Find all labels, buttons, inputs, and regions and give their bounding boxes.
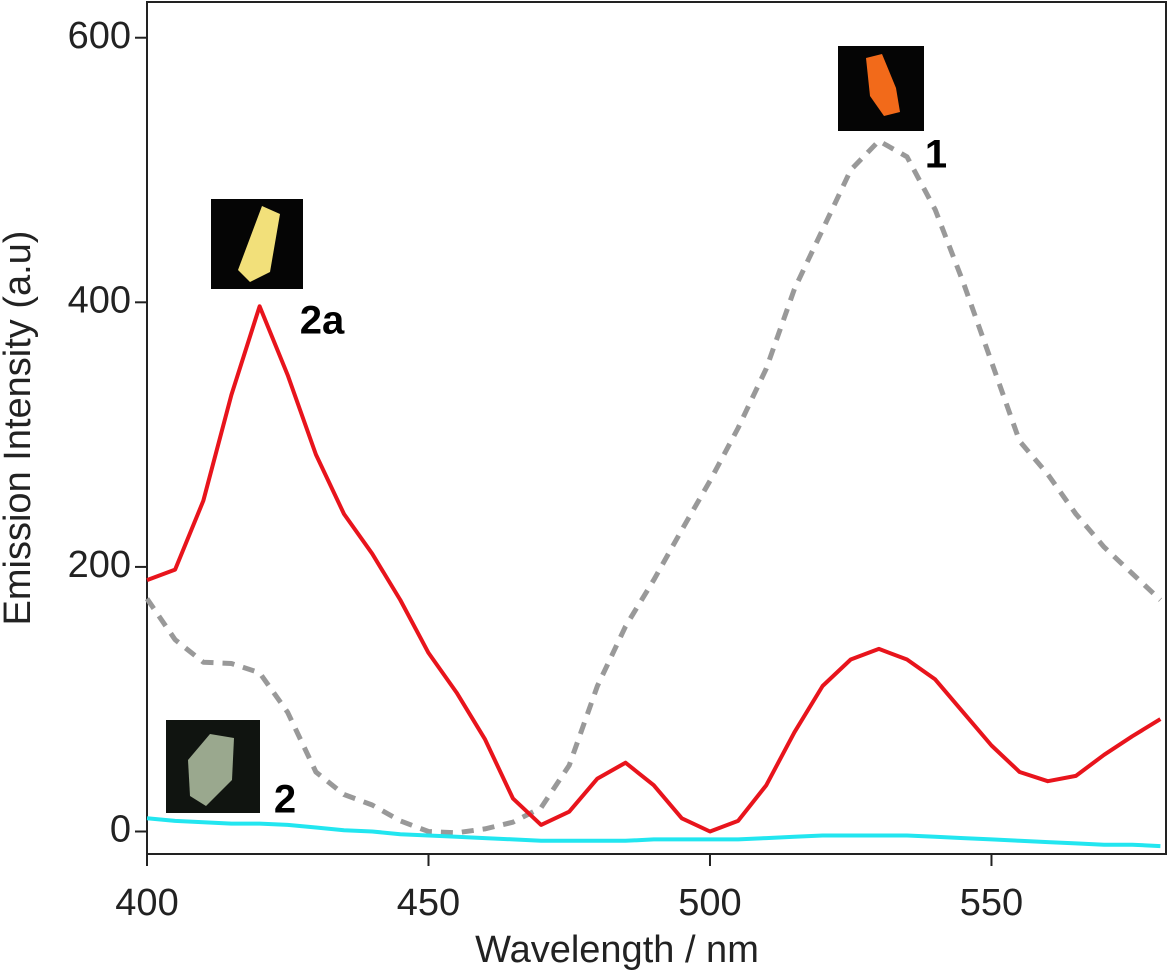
- series-line: [146, 816, 1161, 849]
- x-tick-label: 500: [678, 882, 741, 924]
- x-axis-title: Wavelength / nm: [475, 929, 759, 971]
- y-tick-label: 600: [68, 15, 131, 57]
- x-tick-label: 400: [115, 882, 178, 924]
- y-tick-label: 200: [68, 544, 131, 586]
- x-tick-label: 450: [397, 882, 460, 924]
- y-tick-label: 400: [68, 279, 131, 321]
- series-line: [144, 138, 1163, 836]
- photo-2a: [211, 199, 303, 289]
- curve-label: 2a: [300, 299, 345, 343]
- photo-1: [838, 46, 924, 131]
- curve-label: 2: [274, 778, 296, 822]
- plot-frame: [146, 1, 1167, 855]
- y-axis-title: Emission Intensity (a.u): [0, 231, 39, 626]
- x-tick-label: 550: [960, 882, 1023, 924]
- y-tick-label: 0: [110, 809, 131, 851]
- curve-label: 1: [925, 133, 947, 177]
- series-line: [146, 304, 1162, 834]
- photo-2: [166, 720, 260, 813]
